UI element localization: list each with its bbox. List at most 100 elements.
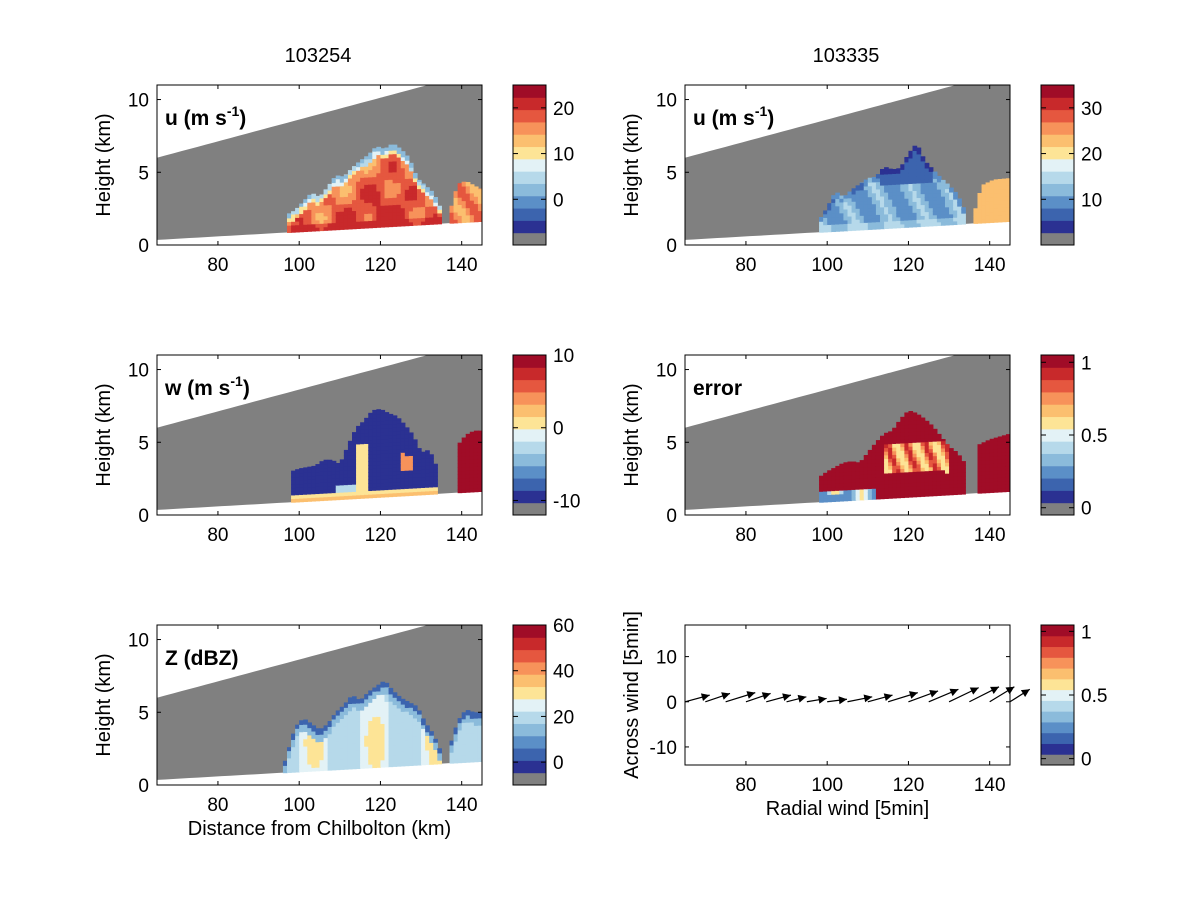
data-cell [412,440,418,445]
data-cell [364,184,369,189]
data-cell [477,210,482,215]
data-cell [372,216,377,221]
data-cell [364,702,369,707]
data-cell [884,170,889,175]
data-cell [376,223,382,228]
data-cell [335,710,341,712]
data-cell [827,206,832,211]
y-tick-label: 10 [656,91,677,112]
data-cell [920,417,926,421]
data-cell [299,764,304,769]
data-cell [875,484,881,489]
data-cell [461,437,467,439]
data-cell [412,214,418,219]
colorbar-segment [513,453,546,467]
data-cell [884,177,889,182]
data-cell [307,756,312,761]
data-cell [356,447,361,452]
data-cell [884,476,889,481]
data-cell [823,487,828,492]
data-cell [932,470,938,475]
colorbar-tick-label: 60 [553,616,574,637]
data-cell [421,184,426,189]
data-cell [835,472,840,477]
data-cell [404,181,410,187]
data-cell [376,439,382,444]
data-cell [457,726,463,731]
data-cell [449,748,455,753]
data-cell [425,191,430,196]
data-cell [469,725,475,730]
data-cell [875,447,881,453]
data-cell [888,469,893,474]
data-cell [311,479,317,484]
data-cell [993,441,999,446]
data-cell [368,209,373,214]
data-cell [315,464,321,469]
data-cell [900,183,905,189]
data-cell [356,732,361,737]
data-cell [352,696,357,701]
data-cell [871,178,877,183]
data-cell [392,704,398,709]
data-cell [920,470,926,476]
data-cell [904,165,910,170]
data-cell [388,762,394,768]
data-cell [977,463,983,469]
colorbar-segment [513,220,546,234]
data-cell [892,191,897,196]
data-cell [867,185,873,190]
data-cell [408,432,414,435]
data-cell [908,194,914,199]
data-cell [339,462,345,468]
data-cell [477,192,482,197]
data-cell [863,488,869,493]
data-cell [400,718,406,723]
data-cell [412,455,418,460]
data-cell [908,416,914,422]
data-cell [364,487,369,492]
data-cell [412,736,418,741]
data-cell [908,489,914,494]
data-cell [404,721,410,727]
data-cell [871,221,877,227]
data-cell [977,201,983,206]
data-cell [453,737,459,742]
data-cell [875,444,881,449]
data-cell [421,191,426,197]
data-cell [299,494,304,499]
data-cell [1005,436,1010,442]
data-cell [404,466,410,471]
data-cell [469,480,475,486]
data-cell [352,214,357,219]
data-cell [331,747,337,753]
data-cell [477,743,482,748]
data-cell [429,731,434,733]
data-cell [400,698,406,701]
data-cell [352,764,357,770]
data-cell [880,473,885,478]
data-cell [900,165,905,170]
data-cell [335,722,341,727]
data-cell [912,493,918,498]
data-cell [421,183,426,186]
data-cell [835,223,840,229]
data-cell [327,200,333,206]
data-cell [404,491,410,497]
data-cell [412,761,418,766]
data-cell [928,481,934,486]
data-cell [356,717,361,722]
data-cell [408,732,414,737]
data-cell [900,194,905,199]
data-cell [920,463,926,468]
data-cell [904,183,910,188]
data-cell [404,758,410,763]
data-cell [384,175,390,181]
data-cell [469,736,475,741]
data-cell [335,474,341,479]
data-cell [961,464,966,470]
data-cell [331,222,337,227]
data-cell [356,217,361,222]
data-cell [364,220,369,225]
data-cell [900,453,905,459]
